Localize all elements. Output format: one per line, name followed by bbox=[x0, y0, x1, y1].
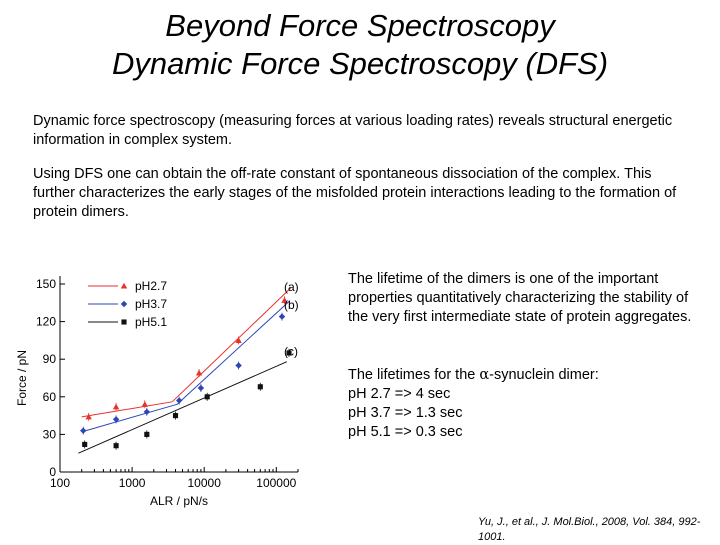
lifetimes-intro: The lifetimes for the α-synuclein dimer: bbox=[348, 366, 710, 385]
data-point-ph27 bbox=[112, 403, 120, 410]
x-tick-label: 10000 bbox=[188, 476, 222, 490]
data-point-ph27 bbox=[85, 413, 92, 420]
lifetime-importance-text: The lifetime of the dimers is one of the… bbox=[348, 271, 692, 325]
y-tick-label: 150 bbox=[36, 277, 56, 291]
data-point-ph37 bbox=[80, 427, 87, 434]
lifetimes-intro-pre: The lifetimes for the bbox=[348, 367, 480, 383]
x-axis-label: ALR / pN/s bbox=[150, 494, 208, 508]
paragraph-dfs-intro: Dynamic force spectroscopy (measuring fo… bbox=[33, 113, 673, 148]
data-point-ph51 bbox=[172, 413, 179, 419]
legend-marker-ph51 bbox=[121, 319, 127, 325]
y-tick-label: 0 bbox=[49, 465, 56, 479]
data-point-ph51 bbox=[113, 443, 119, 449]
citation: Yu, J., et al., J. Mol.Biol., 2008, Vol.… bbox=[478, 516, 701, 543]
lifetime-row-ph51: pH 5.1 => 0.3 sec bbox=[348, 424, 463, 440]
data-point-ph37 bbox=[197, 384, 205, 392]
y-tick-label: 60 bbox=[43, 390, 57, 404]
legend-label-ph51: pH5.1 bbox=[135, 315, 167, 329]
legend-label-ph37: pH3.7 bbox=[135, 297, 167, 311]
fit-line-ph37 bbox=[81, 403, 178, 433]
slide-title-line1: Beyond Force Spectroscopy bbox=[165, 8, 555, 43]
y-axis-label: Force / pN bbox=[15, 350, 29, 406]
paragraph-off-rate: Using DFS one can obtain the off-rate co… bbox=[33, 166, 677, 220]
fit-line-ph51 bbox=[78, 361, 288, 454]
legend-marker-ph37 bbox=[120, 300, 128, 308]
lifetimes-block: The lifetimes for the α-synuclein dimer:… bbox=[348, 366, 710, 442]
lifetimes-intro-post: -synuclein dimer: bbox=[489, 367, 599, 383]
series-tag-ph51: (c) bbox=[284, 345, 298, 359]
data-point-ph27 bbox=[281, 297, 288, 303]
data-point-ph51 bbox=[204, 394, 210, 400]
x-tick-label: 1000 bbox=[119, 476, 146, 490]
lifetime-row-ph37: pH 3.7 => 1.3 sec bbox=[348, 405, 463, 421]
fit-line-ph27 bbox=[81, 401, 173, 418]
fit-line-ph27 bbox=[171, 287, 292, 403]
data-point-ph51 bbox=[257, 384, 263, 390]
data-point-ph37 bbox=[278, 313, 286, 320]
legend-label-ph27: pH2.7 bbox=[135, 279, 167, 293]
data-point-ph37 bbox=[235, 362, 242, 369]
slide-title-line2: Dynamic Force Spectroscopy (DFS) bbox=[111, 46, 609, 81]
data-point-ph51 bbox=[144, 431, 150, 437]
y-tick-label: 30 bbox=[43, 427, 57, 441]
data-point-ph37 bbox=[112, 416, 120, 423]
series-tag-ph27: (a) bbox=[284, 280, 299, 294]
x-tick-label: 100 bbox=[50, 476, 70, 490]
fit-line-ph37 bbox=[176, 301, 290, 405]
force-vs-loading-rate-chart: 0 30 60 90 120 150 100 1000 10000 100000 ALR / pN/… bbox=[15, 276, 299, 508]
data-point-ph37 bbox=[175, 397, 183, 404]
data-point-ph27 bbox=[141, 401, 148, 407]
y-tick-label: 90 bbox=[43, 352, 57, 366]
data-point-ph27 bbox=[195, 369, 203, 376]
x-tick-label: 100000 bbox=[256, 476, 296, 490]
data-point-ph51 bbox=[286, 350, 292, 356]
legend-marker-ph27 bbox=[120, 282, 128, 289]
data-point-ph27 bbox=[235, 337, 242, 343]
data-point-ph51 bbox=[82, 441, 88, 447]
series-tag-ph37: (b) bbox=[284, 298, 299, 312]
lifetime-row-ph27: pH 2.7 => 4 sec bbox=[348, 386, 451, 402]
alpha-symbol: α bbox=[479, 367, 490, 383]
y-tick-label: 120 bbox=[36, 315, 56, 329]
